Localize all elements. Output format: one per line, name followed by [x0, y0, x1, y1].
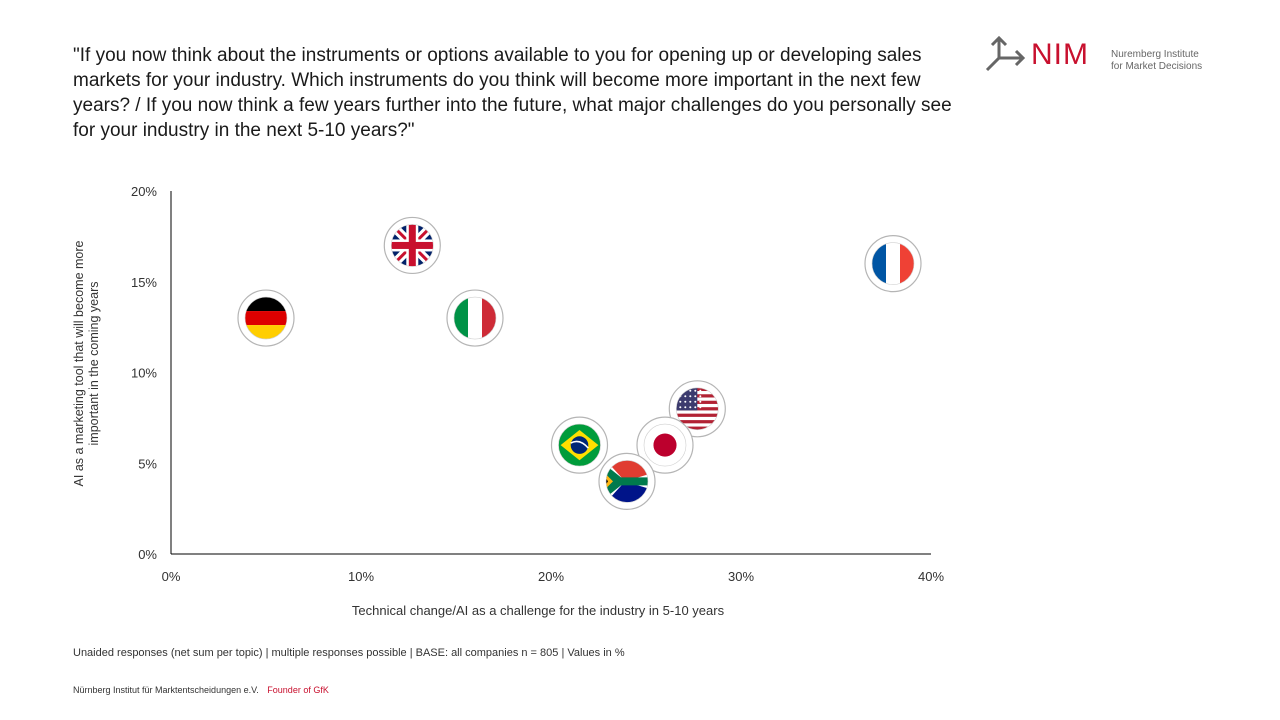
- flag-star: [684, 400, 687, 403]
- flag-stripe: [245, 311, 287, 326]
- flag-stripe: [468, 297, 482, 340]
- y-axis-label: AI as a marketing tool that will become …: [72, 240, 101, 486]
- flag-star: [694, 400, 697, 403]
- logo-subtitle-line1: Nuremberg Institute: [1111, 49, 1199, 60]
- flag-stripe: [872, 242, 886, 285]
- flag-star: [684, 406, 687, 409]
- y-tick-label: 0%: [138, 547, 157, 562]
- data-point-japan: [636, 416, 694, 474]
- flag-cross-red: [391, 241, 434, 249]
- flag-star: [694, 389, 697, 392]
- logo-subtitle: Nuremberg Institute for Market Decisions: [1111, 49, 1202, 73]
- question-title: "If you now think about the instruments …: [73, 45, 952, 141]
- flag-star: [699, 395, 702, 398]
- flag-star: [679, 406, 682, 409]
- footnote: Unaided responses (net sum per topic) | …: [73, 647, 625, 659]
- flag-outline: [453, 296, 497, 340]
- flag-sun: [653, 433, 677, 457]
- flag-japan-icon: [644, 424, 686, 467]
- data-point-germany: [237, 289, 295, 347]
- flag-star: [699, 400, 702, 403]
- x-tick-label: 30%: [728, 569, 754, 584]
- flag-star: [694, 395, 697, 398]
- flag-outline: [871, 242, 915, 285]
- flag-outline: [605, 460, 649, 503]
- flag-star: [689, 389, 692, 392]
- flag-star: [699, 389, 702, 392]
- flag-united-kingdom-icon: [391, 224, 434, 267]
- flag-gold: [606, 474, 613, 489]
- flag-star: [694, 406, 697, 409]
- flag-stripe: [676, 416, 719, 421]
- x-tick-label: 20%: [538, 569, 564, 584]
- flag-stripe: [676, 420, 719, 424]
- flag-stripe: [245, 297, 287, 312]
- flag-star: [679, 400, 682, 403]
- x-axis-label: Technical change/AI as a challenge for t…: [352, 603, 725, 618]
- flag-usa-icon: [676, 387, 719, 430]
- data-point-france: [864, 235, 922, 293]
- flag-black: [606, 478, 608, 485]
- flag-south-africa-icon: [606, 460, 648, 503]
- logo-subtitle-line2: for Market Decisions: [1111, 61, 1203, 72]
- flag-star: [689, 400, 692, 403]
- flag-outline: [390, 224, 434, 267]
- nim-logo: NIM Nuremberg Institute for Market Decis…: [985, 34, 1215, 76]
- flag-outline: [675, 387, 719, 431]
- flag-globe: [570, 436, 589, 454]
- flag-stripe: [886, 242, 900, 285]
- flag-stripe: [676, 426, 719, 430]
- footer-founder: Founder of GfK: [267, 685, 329, 695]
- x-tick-label: 0%: [162, 569, 181, 584]
- flag-stripe: [676, 410, 719, 415]
- arrow-logo-icon: [985, 35, 1026, 72]
- flag-outline: [244, 296, 288, 340]
- data-point-united-kingdom: [383, 216, 441, 275]
- y-tick-label: 10%: [131, 366, 157, 381]
- flag-star: [684, 395, 687, 398]
- flag-stripe: [454, 297, 468, 340]
- flag-stripe: [676, 413, 719, 418]
- footer-org: Nürnberg Institut für Marktentscheidunge…: [73, 685, 259, 695]
- flag-france-icon: [872, 242, 914, 285]
- flag-outline: [643, 423, 687, 467]
- scatter-chart: 0% 5% 10% 15% 20% 0% 10% 20% 30% 40% Technical cha…: [72, 184, 944, 618]
- x-tick-label: 10%: [348, 569, 374, 584]
- flag-stripe: [245, 325, 287, 340]
- flag-germany-icon: [245, 297, 287, 340]
- flag-star: [689, 395, 692, 398]
- y-tick-label: 20%: [131, 184, 157, 199]
- flag-star: [689, 406, 692, 409]
- footer: Nürnberg Institut für Marktentscheidunge…: [73, 685, 329, 695]
- flag-green-pall: [606, 465, 648, 498]
- data-point-usa: [668, 380, 726, 438]
- data-point-brazil: [550, 416, 609, 474]
- data-point-italy: [446, 289, 504, 347]
- x-tick-label: 40%: [918, 569, 944, 584]
- flag-italy-icon: [454, 297, 496, 340]
- flag-star: [699, 406, 702, 409]
- logo-wordmark: NIM: [1031, 38, 1089, 71]
- flag-stripe: [482, 297, 496, 340]
- flag-outline: [558, 423, 601, 467]
- flag-band: [570, 440, 589, 449]
- data-point-south-africa: [598, 452, 656, 510]
- flag-stripe: [900, 242, 914, 285]
- y-tick-label: 5%: [138, 456, 157, 471]
- flag-stripe: [676, 423, 719, 428]
- y-tick-label: 15%: [131, 275, 157, 290]
- flag-brazil-icon: [558, 424, 601, 467]
